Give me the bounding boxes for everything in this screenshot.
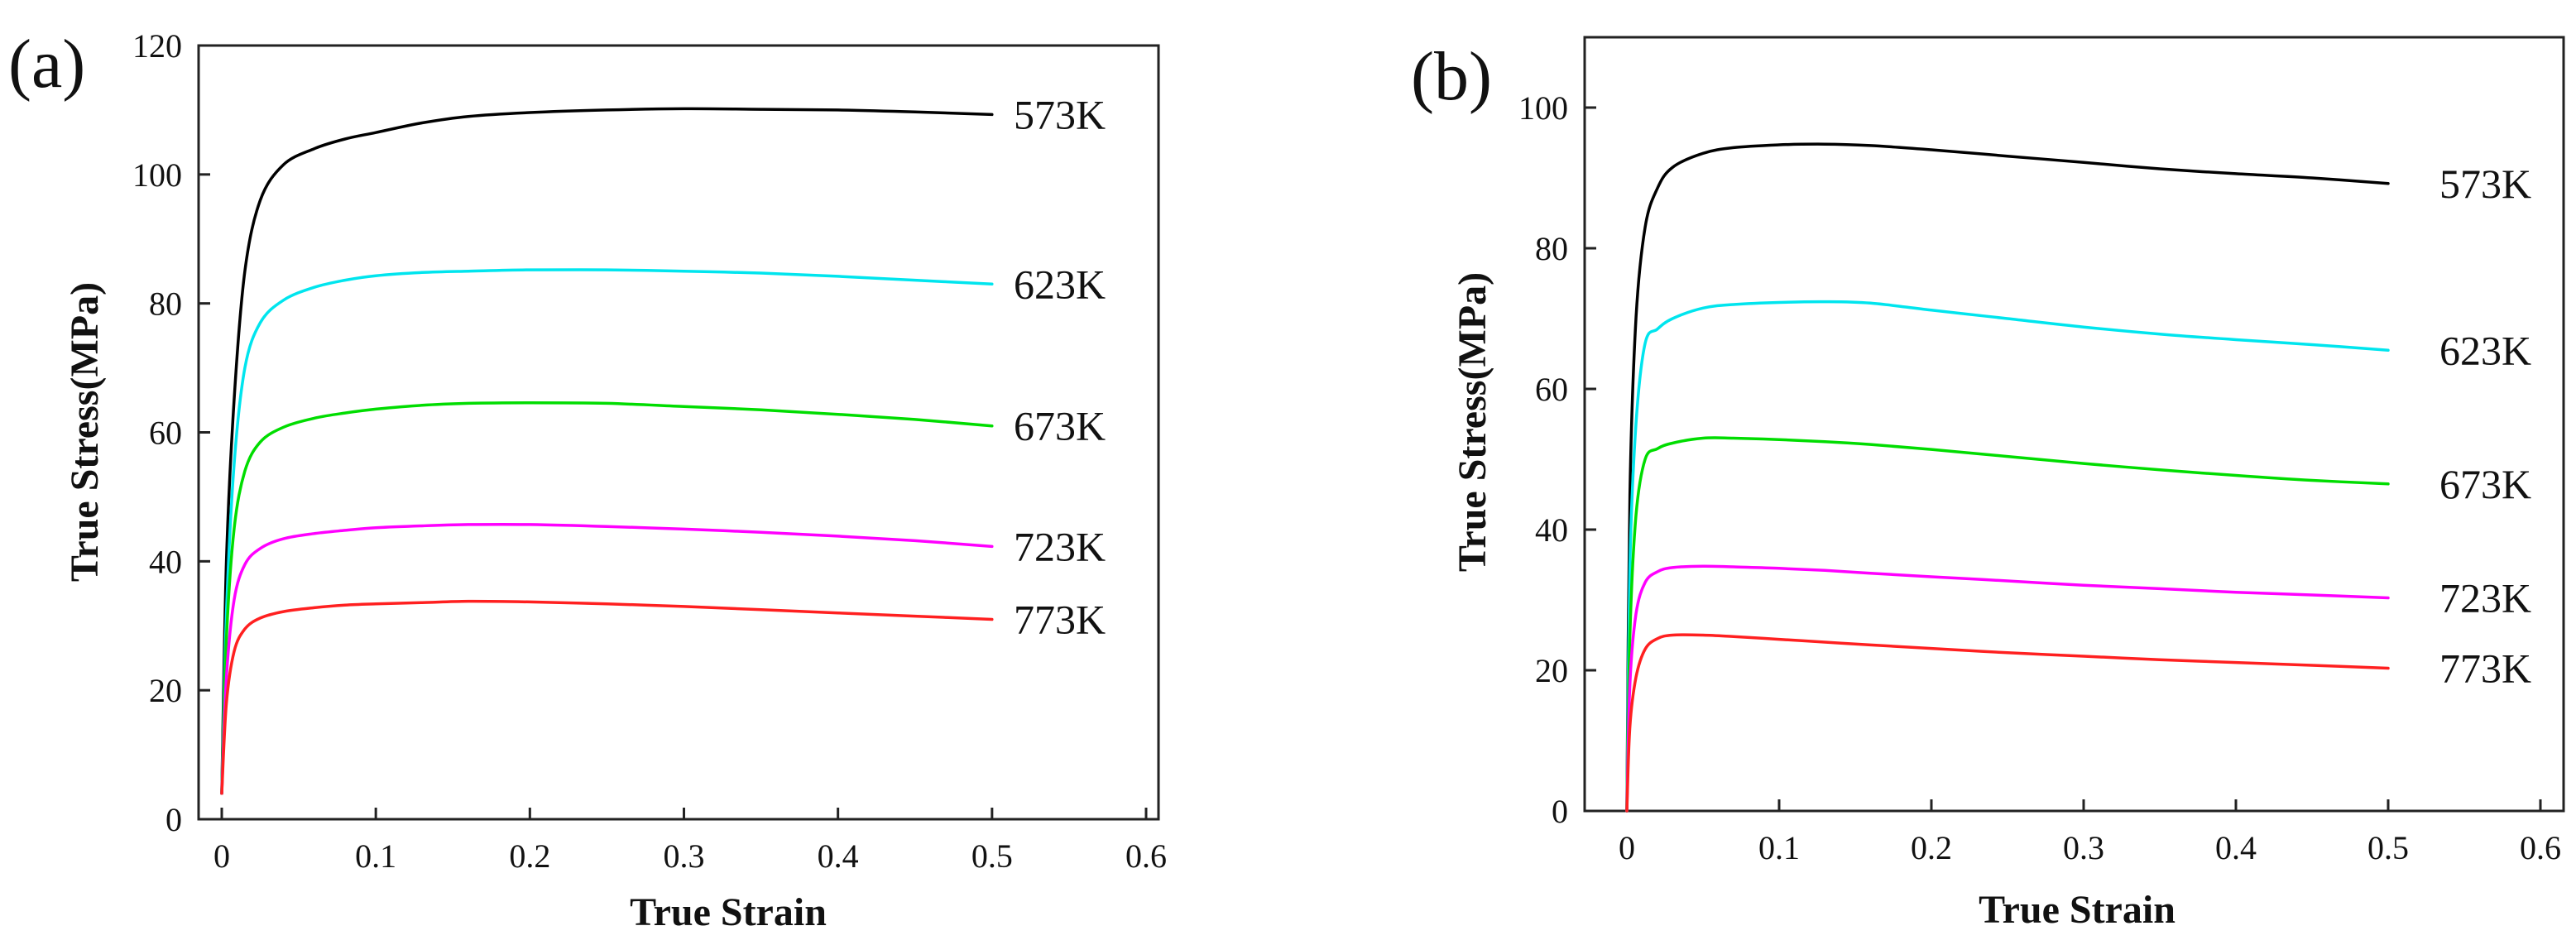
x-tick-label: 0.3 [664,837,705,875]
panel-a-curves [220,107,994,795]
x-tick-label: 0.6 [2520,829,2561,866]
panel-a-y-axis-title: True Stress(MPa) [63,282,107,582]
y-tick-label: 40 [1535,511,1568,549]
x-tick-label: 0.4 [818,837,859,875]
series-label-723K: 723K [2439,574,2531,621]
panel-b-curves [1625,142,2390,813]
series-label-673K: 673K [2439,461,2531,507]
panel-b: (b) 0 0.1 0.2 0.3 0.4 0.5 0.6 0 20 40 60 80 100 573… [1411,36,2565,932]
x-tick-label: 0.4 [2215,829,2257,866]
series-line-723K [1625,564,2390,813]
series-label-623K: 623K [2439,327,2531,373]
series-line-673K [220,401,994,795]
y-tick-label: 20 [1535,652,1568,689]
x-tick-label: 0.1 [355,837,396,875]
panel-b-x-axis-title: True Strain [1979,888,2175,932]
panel-a-label: (a) [8,26,85,103]
series-line-573K [1625,142,2390,813]
panel-a-x-axis-title: True Strain [630,890,827,934]
x-tick-label: 0 [1619,829,1635,866]
panel-b-label: (b) [1411,38,1492,115]
panel-b-y-ticks: 0 20 40 60 80 100 [1518,89,1596,830]
series-line-623K [1625,300,2390,813]
panel-a: (a) 0 0.1 0.2 0.3 0.4 0.5 0.6 020406080100120 … [8,26,1167,934]
series-line-673K [1625,436,2390,813]
x-tick-label: 0.5 [2367,829,2409,866]
panel-b-plot-frame [1583,36,2565,813]
series-line-623K [220,268,994,795]
x-tick-label: 0.5 [971,837,1013,875]
x-tick-label: 0.6 [1125,837,1167,875]
x-tick-label: 0.1 [1758,829,1800,866]
series-label-773K: 773K [1014,596,1106,642]
x-tick-label: 0.2 [509,837,550,875]
panel-a-series-labels: 573K 623K 673K 723K 773K [1014,91,1106,642]
y-tick-label: 80 [149,285,182,323]
panel-a-y-ticks: 0 20 40 60 80 100 120 [132,27,210,838]
panel-a-x-ticks: 0 0.1 0.2 0.3 0.4 0.5 0.6 [213,808,1167,875]
panel-b-y-axis-title: True Stress(MPa) [1451,272,1494,572]
series-line-773K [1625,633,2390,813]
y-tick-label: 0 [165,801,182,838]
y-tick-label: 40 [149,543,182,580]
series-label-573K: 573K [1014,91,1106,137]
series-label-773K: 773K [2439,645,2531,691]
series-label-673K: 673K [1014,403,1106,449]
series-line-723K [220,522,994,795]
y-tick-label: 80 [1535,230,1568,267]
y-tick-label: 100 [132,156,182,194]
y-tick-label: 100 [1518,89,1568,127]
x-tick-label: 0 [213,837,230,875]
series-label-623K: 623K [1014,261,1106,307]
series-label-573K: 573K [2439,161,2531,207]
y-tick-label: 120 [132,27,182,65]
y-tick-label: 60 [1535,371,1568,408]
panel-b-x-ticks: 0 0.1 0.2 0.3 0.4 0.5 0.6 [1619,799,2561,866]
y-tick-label: 20 [149,672,182,709]
series-line-573K [220,107,994,795]
panel-b-series-labels: 573K 623K 673K 723K 773K [2439,161,2531,692]
x-tick-label: 0.3 [2063,829,2104,866]
series-line-773K [220,599,994,795]
y-tick-label: 0 [1552,793,1568,830]
series-label-723K: 723K [1014,523,1106,569]
x-tick-label: 0.2 [1911,829,1952,866]
y-tick-label: 60 [149,415,182,452]
